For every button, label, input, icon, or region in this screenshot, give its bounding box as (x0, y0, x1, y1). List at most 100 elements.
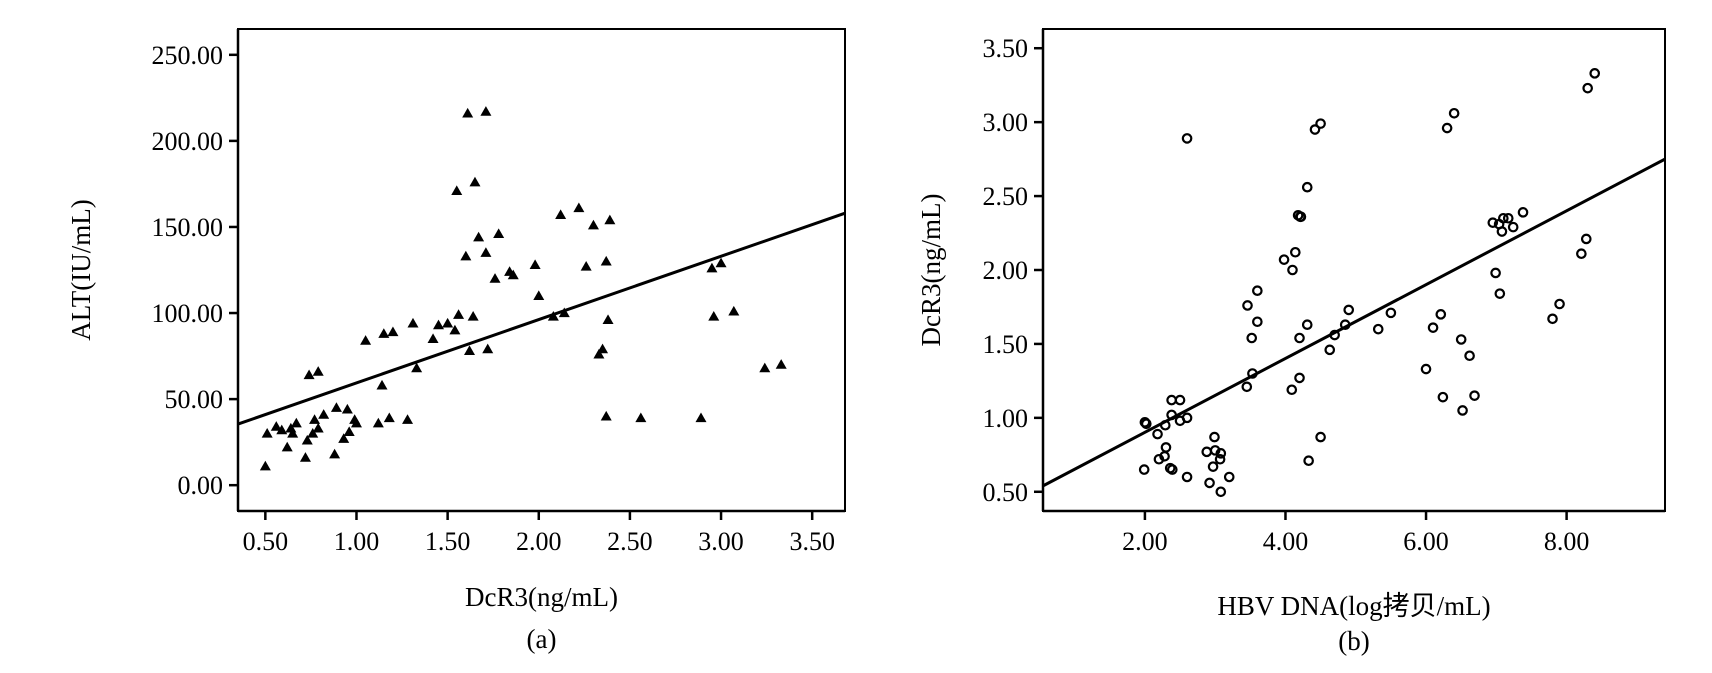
data-point-circle (1498, 212, 1509, 224)
x-axis-title: HBV DNA(log拷贝/mL) (1217, 591, 1490, 621)
data-point-circle (1315, 118, 1326, 129)
data-point-triangle (547, 310, 559, 321)
data-point-triangle (695, 412, 707, 423)
data-point-circle (1457, 405, 1468, 416)
panel-a: 0.50 1.00 1.50 2.00 2.50 3.00 3.50 0.00 50.00 10… (66, 28, 846, 654)
data-point-triangle (309, 414, 321, 424)
data-point-circle (1139, 416, 1151, 428)
y-ticks: 0.00 50.00 100.00 150.00 200.00 250.00 (152, 41, 238, 500)
data-point-circle (1455, 334, 1467, 345)
data-point-circle (1215, 486, 1227, 498)
data-point-triangle (312, 366, 324, 376)
data-point-triangle (376, 379, 388, 390)
data-point-triangle (480, 247, 492, 257)
y-axis-title: DcR3(ng/mL) (916, 194, 946, 347)
data-point-triangle (259, 460, 271, 471)
fit-line (1042, 157, 1666, 488)
data-point-circle (1427, 322, 1439, 333)
y-tick-label: 2.00 (983, 256, 1029, 285)
x-tick-label: 3.50 (789, 527, 835, 556)
data-point-triangle (442, 317, 454, 328)
x-tick-label: 0.50 (243, 527, 289, 556)
fit-line-group (1042, 157, 1666, 488)
data-point-circle (1209, 431, 1220, 443)
y-tick-label: 2.50 (983, 182, 1029, 211)
data-point-triangle (604, 214, 616, 225)
y-tick-label: 0.50 (983, 478, 1029, 507)
data-point-triangle (350, 417, 362, 428)
data-point-circle (1214, 453, 1226, 465)
data-point-circle (1496, 226, 1508, 237)
x-tick-label: 2.50 (607, 527, 653, 556)
x-ticks: 2.00 4.00 6.00 8.00 (1122, 511, 1589, 556)
data-point-circle (1385, 307, 1397, 319)
data-point-circle (1141, 418, 1152, 430)
data-point-triangle (433, 319, 445, 330)
data-point-circle (1441, 122, 1453, 134)
data-point-circle (1303, 455, 1314, 467)
data-point-triangle (261, 428, 273, 438)
y-tick-label: 100.00 (152, 299, 224, 328)
data-point-triangle (299, 452, 311, 462)
data-point-circle (1582, 82, 1593, 94)
data-point-circle (1507, 221, 1519, 233)
data-point-circle (1554, 298, 1565, 310)
data-point-circle (1215, 448, 1227, 459)
data-point-circle (1159, 419, 1171, 431)
x-tick-label: 2.00 (1122, 527, 1168, 556)
data-point-triangle (635, 412, 647, 423)
data-point-triangle (467, 310, 479, 321)
data-point-triangle (383, 412, 395, 423)
data-point-triangle (473, 231, 485, 242)
data-point-triangle (775, 359, 787, 369)
data-point-circle (1252, 316, 1263, 328)
y-ticks: 0.50 1.00 1.50 2.00 2.50 3.00 3.50 (983, 34, 1043, 507)
data-point-triangle (411, 362, 423, 373)
data-point-circle (1223, 471, 1235, 483)
data-point-triangle (600, 410, 612, 421)
data-point-circle (1517, 207, 1529, 218)
data-point-triangle (378, 328, 390, 338)
data-point-circle (1294, 372, 1305, 384)
data-point-triangle (449, 324, 461, 335)
data-point-circle (1287, 264, 1298, 276)
data-point-circle (1576, 248, 1587, 260)
data-point-circle (1469, 390, 1480, 401)
data-point-triangle (463, 345, 475, 356)
data-point-circle (1290, 246, 1301, 258)
data-point-circle (1589, 68, 1601, 79)
data-point-triangle (307, 428, 319, 438)
data-point-circle (1324, 344, 1336, 356)
x-tick-label: 1.00 (334, 527, 380, 556)
plot-area-frame (1042, 28, 1666, 512)
data-point-circle (1502, 212, 1514, 224)
data-point-triangle (303, 369, 315, 380)
data-point-circle (1437, 391, 1449, 403)
data-points (1138, 68, 1601, 498)
data-point-triangle (270, 421, 282, 431)
y-tick-label: 150.00 (152, 213, 224, 242)
data-point-circle (1246, 332, 1258, 344)
data-point-circle (1343, 304, 1355, 316)
y-tick-label: 200.00 (152, 127, 224, 156)
data-point-circle (1242, 300, 1253, 311)
data-point-circle (1301, 181, 1313, 193)
data-points (259, 106, 787, 471)
data-point-circle (1435, 309, 1447, 320)
data-point-triangle (489, 273, 501, 283)
data-point-circle (1494, 288, 1506, 299)
x-tick-label: 4.00 (1263, 527, 1309, 556)
data-point-circle (1174, 394, 1186, 406)
panel-label-a: (a) (527, 624, 557, 654)
data-point-triangle (728, 305, 740, 316)
data-point-circle (1580, 233, 1592, 245)
data-point-circle (1295, 211, 1307, 223)
data-point-circle (1138, 464, 1150, 475)
data-point-triangle (558, 307, 570, 318)
data-point-circle (1448, 107, 1460, 119)
data-point-circle (1464, 350, 1475, 362)
data-point-triangle (460, 250, 472, 261)
data-point-triangle (469, 176, 481, 187)
data-point-triangle (715, 257, 727, 268)
